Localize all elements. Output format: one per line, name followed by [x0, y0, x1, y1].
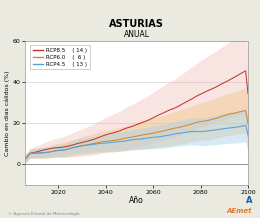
Text: A: A: [246, 196, 252, 205]
X-axis label: Año: Año: [129, 196, 144, 205]
Text: © Agencia Estatal de Meteorología: © Agencia Estatal de Meteorología: [8, 212, 79, 216]
Text: ASTURIAS: ASTURIAS: [109, 19, 164, 29]
Legend: RCP8.5    ( 14 ), RCP6.0    (  6 ), RCP4.5    ( 13 ): RCP8.5 ( 14 ), RCP6.0 ( 6 ), RCP4.5 ( 13…: [30, 45, 89, 69]
Text: ANUAL: ANUAL: [124, 29, 150, 39]
Y-axis label: Cambio en dias cálidos (%): Cambio en dias cálidos (%): [4, 70, 10, 155]
Text: AEmet: AEmet: [227, 208, 252, 214]
